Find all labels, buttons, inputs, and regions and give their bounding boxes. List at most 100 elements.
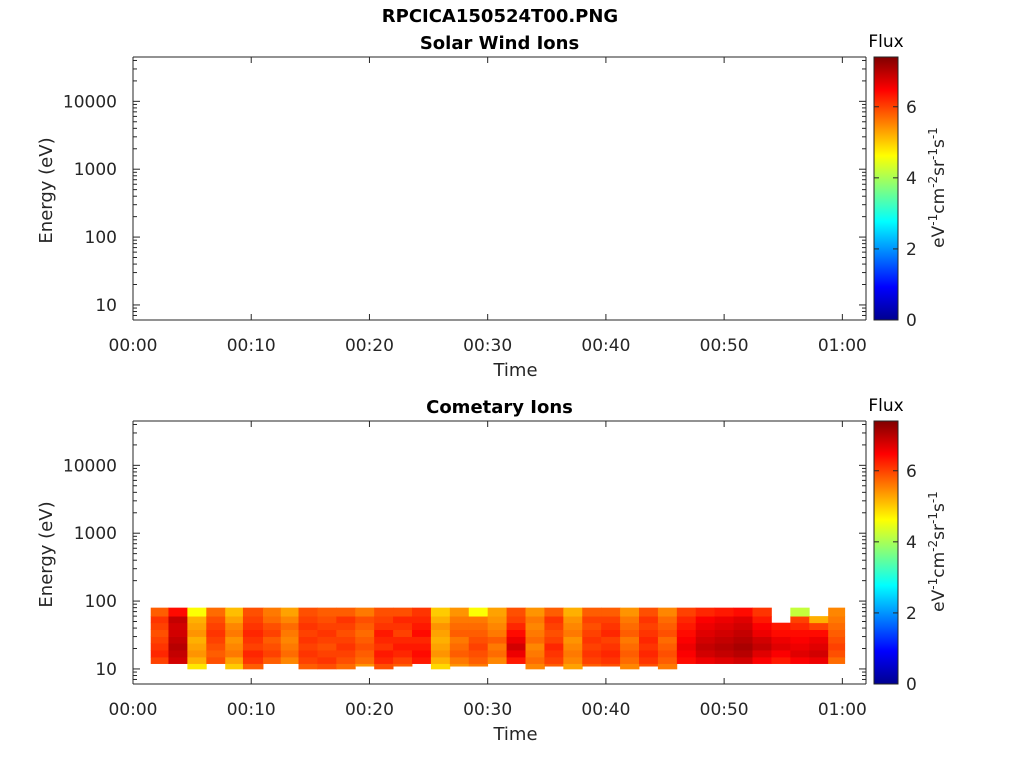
heatmap-cell bbox=[733, 616, 753, 624]
y-tick-label: 1000 bbox=[74, 160, 117, 180]
heatmap-cell bbox=[582, 656, 602, 664]
heatmap-cell bbox=[280, 636, 299, 644]
heatmap-cell bbox=[225, 622, 244, 630]
heatmap-cell bbox=[809, 650, 829, 658]
heatmap-cell bbox=[187, 663, 207, 670]
heatmap-cell bbox=[317, 629, 337, 637]
heatmap-cell bbox=[487, 629, 507, 637]
heatmap-cell bbox=[487, 656, 507, 664]
heatmap-cell bbox=[676, 656, 697, 664]
heatmap-cell bbox=[733, 650, 753, 658]
heatmap-cell bbox=[639, 622, 659, 630]
heatmap-cell bbox=[468, 650, 489, 658]
heatmap-cell bbox=[790, 656, 810, 664]
x-tick-label: 01:00 bbox=[818, 700, 867, 720]
heatmap-cell bbox=[639, 643, 659, 651]
heatmap-cell bbox=[695, 607, 716, 617]
heatmap-cell bbox=[714, 607, 734, 617]
heatmap-cell bbox=[733, 629, 753, 637]
heatmap-cell bbox=[809, 636, 829, 644]
y-tick-label: 10000 bbox=[63, 92, 117, 112]
heatmap-cell bbox=[317, 607, 337, 617]
heatmap-cell bbox=[733, 636, 753, 644]
heatmap-cell bbox=[280, 607, 299, 617]
heatmap-cell bbox=[468, 629, 489, 637]
heatmap-cell bbox=[280, 656, 299, 664]
heatmap-cell bbox=[393, 650, 413, 658]
heatmap-cell bbox=[506, 650, 526, 658]
heatmap-cell bbox=[168, 607, 188, 617]
heatmap-cell bbox=[206, 629, 226, 637]
heatmap-cell bbox=[168, 622, 188, 630]
heatmap-cell bbox=[374, 656, 394, 664]
heatmap-cell bbox=[206, 650, 226, 658]
colorbar-tick-label: 0 bbox=[906, 311, 917, 331]
heatmap-cell bbox=[280, 622, 299, 630]
heatmap-cell bbox=[790, 629, 810, 637]
heatmap-cell bbox=[487, 607, 507, 617]
heatmap-cell bbox=[263, 643, 282, 651]
heatmap-cell bbox=[430, 629, 451, 637]
heatmap-cell bbox=[298, 607, 318, 617]
heatmap-cell bbox=[695, 643, 716, 651]
heatmap-cell bbox=[601, 636, 621, 644]
heatmap-cell bbox=[412, 643, 432, 651]
heatmap-cell bbox=[695, 616, 716, 624]
heatmap-cell bbox=[601, 622, 621, 630]
heatmap-cell bbox=[412, 636, 432, 644]
heatmap-cell bbox=[544, 663, 564, 667]
x-tick-label: 00:30 bbox=[463, 336, 512, 356]
heatmap-cell bbox=[298, 636, 318, 644]
heatmap-cell bbox=[544, 643, 564, 651]
heatmap-cell bbox=[187, 656, 207, 664]
heatmap-cell bbox=[355, 607, 375, 617]
heatmap-cell bbox=[150, 643, 169, 651]
heatmap-cell bbox=[544, 656, 564, 664]
heatmap-cell bbox=[676, 629, 697, 637]
x-tick-label: 00:30 bbox=[463, 700, 512, 720]
heatmap-cell bbox=[525, 616, 545, 624]
heatmap-cell bbox=[657, 656, 678, 664]
heatmap-cell bbox=[355, 643, 375, 651]
heatmap-cell bbox=[620, 656, 640, 664]
heatmap-cell bbox=[733, 643, 753, 651]
heatmap-cell bbox=[374, 622, 394, 630]
heatmap-cell bbox=[280, 616, 299, 624]
heatmap-cell bbox=[809, 629, 829, 637]
heatmap-cell bbox=[187, 607, 207, 617]
heatmap-cell bbox=[449, 622, 470, 630]
heatmap-cell bbox=[620, 607, 640, 617]
heatmap-cell bbox=[168, 629, 188, 637]
heatmap-cell bbox=[752, 622, 772, 630]
heatmap-cell bbox=[430, 607, 451, 617]
heatmap-cell bbox=[714, 636, 734, 644]
heatmap-cell bbox=[468, 656, 489, 664]
x-tick-label: 00:40 bbox=[581, 336, 630, 356]
heatmap-cell bbox=[168, 656, 188, 664]
heatmap-cell bbox=[752, 643, 772, 651]
heatmap-cell bbox=[242, 616, 264, 624]
heatmap-cell bbox=[393, 636, 413, 644]
heatmap-cell bbox=[714, 650, 734, 658]
heatmap-cell bbox=[242, 636, 264, 644]
heatmap-cell bbox=[393, 663, 413, 667]
heatmap-cell bbox=[790, 650, 810, 658]
heatmap-cell bbox=[225, 663, 244, 670]
heatmap-cell bbox=[601, 650, 621, 658]
heatmap-cell bbox=[676, 616, 697, 624]
heatmap-cell bbox=[242, 607, 264, 617]
heatmap-cell bbox=[714, 616, 734, 624]
heatmap-cell bbox=[355, 616, 375, 624]
heatmap-cell bbox=[695, 629, 716, 637]
heatmap-cell bbox=[430, 616, 451, 624]
heatmap-cell bbox=[393, 607, 413, 617]
heatmap-cell bbox=[506, 622, 526, 630]
heatmap-cell bbox=[620, 616, 640, 624]
x-tick-label: 01:00 bbox=[818, 336, 867, 356]
x-tick-label: 00:20 bbox=[345, 700, 394, 720]
heatmap-cell bbox=[242, 650, 264, 658]
heatmap-cell bbox=[263, 636, 282, 644]
heatmap-cell bbox=[487, 622, 507, 630]
heatmap-cell bbox=[506, 616, 526, 624]
